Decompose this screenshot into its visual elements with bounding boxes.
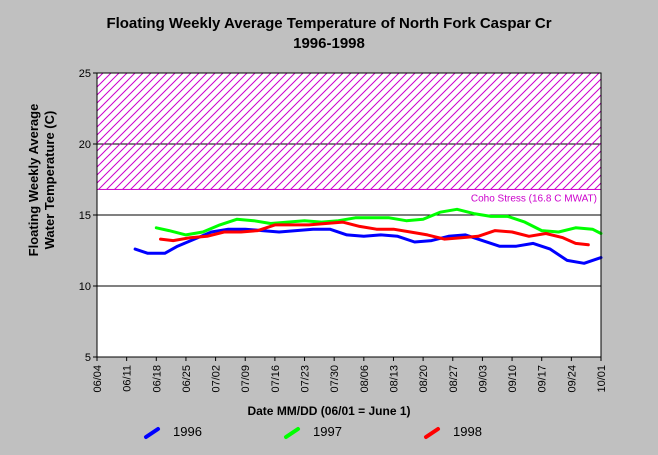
legend-swatch <box>284 427 300 439</box>
x-tick-label: 07/02 <box>211 365 223 393</box>
x-tick-label: 09/03 <box>477 365 489 393</box>
x-tick-label: 07/23 <box>300 365 312 393</box>
legend-swatch <box>144 427 160 439</box>
coho-stress-band <box>96 72 602 190</box>
x-tick-label: 09/17 <box>537 365 549 393</box>
x-tick-label: 07/16 <box>270 365 282 393</box>
chart-title-line: Floating Weekly Average Temperature of N… <box>106 15 552 32</box>
x-tick-label: 09/10 <box>507 365 519 393</box>
y-tick-label: 5 <box>85 352 91 364</box>
chart-subtitle: 1996-1998 <box>293 35 365 52</box>
chart-title: Floating Weekly Average Temperature of N… <box>0 14 658 54</box>
x-tick-label: 09/24 <box>566 365 578 393</box>
x-tick-label: 06/04 <box>92 365 104 393</box>
x-tick-label: 07/09 <box>240 365 252 393</box>
axis-ticks: 5 10 15 20 25 06/04 06/11 06/18 06/25 07/02 07/09 0… <box>79 68 608 393</box>
x-tick-label: 06/25 <box>181 365 193 393</box>
series-lines <box>133 207 603 265</box>
x-tick-label: 08/06 <box>359 365 371 393</box>
series-line-1998 <box>159 220 590 247</box>
threshold-band: Coho Stress (16.8 C MWAT) <box>96 72 602 204</box>
y-tick-label: 10 <box>79 281 91 293</box>
x-tick-label: 08/27 <box>448 365 460 393</box>
legend-swatch <box>424 427 440 439</box>
x-tick-label: 08/13 <box>388 365 400 393</box>
coho-stress-label: Coho Stress (16.8 C MWAT) <box>471 193 597 204</box>
legend-label: 1996 <box>173 424 202 439</box>
series-line-1997 <box>154 207 603 237</box>
x-tick-label: 07/30 <box>329 365 341 393</box>
x-axis-label: Date MM/DD (06/01 = June 1) <box>247 404 411 418</box>
y-tick-label: 20 <box>79 139 91 151</box>
y-tick-label: 25 <box>79 68 91 80</box>
x-tick-label: 08/20 <box>418 365 430 393</box>
legend-label: 1998 <box>453 424 482 439</box>
legend-label: 1997 <box>313 424 342 439</box>
series-line-1996 <box>133 227 603 265</box>
x-tick-label: 10/01 <box>596 365 608 393</box>
legend: 1996 1997 1998 <box>0 422 658 444</box>
x-tick-label: 06/11 <box>122 365 134 392</box>
y-tick-label: 15 <box>79 210 91 222</box>
x-tick-label: 06/18 <box>151 365 163 393</box>
